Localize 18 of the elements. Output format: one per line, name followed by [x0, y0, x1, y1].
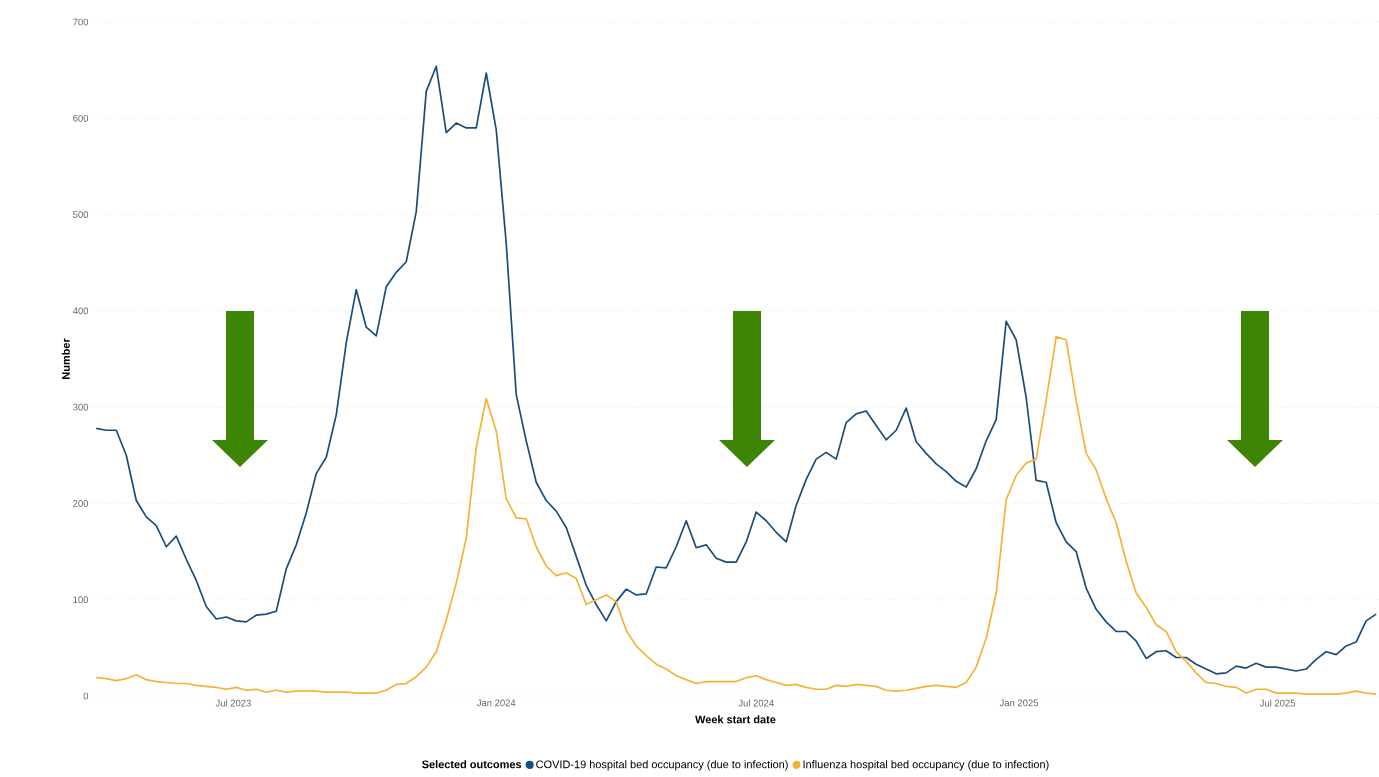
- legend-title: Selected outcomes: [422, 760, 522, 769]
- y-tick-label: 200: [73, 500, 89, 507]
- legend-label: COVID-19 hospital bed occupancy (due to infection): [536, 760, 788, 771]
- y-tick-label: 500: [73, 211, 89, 218]
- x-axis-title: Week start date: [695, 715, 776, 724]
- y-tick-label: 300: [73, 403, 89, 411]
- x-tick-label: Jan 2024: [476, 699, 516, 707]
- legend-label: Influenza hospital bed occupancy (due to infection): [803, 760, 1049, 771]
- y-tick-label: 700: [73, 18, 89, 26]
- x-tick-label: Jul 2024: [738, 699, 774, 707]
- y-tick-label: 0: [83, 692, 89, 700]
- y-tick-label: 400: [72, 307, 89, 315]
- y-tick-label: 100: [73, 596, 89, 604]
- y-tick-label: 600: [73, 114, 89, 122]
- x-tick-label: Jan 2025: [999, 699, 1039, 707]
- x-tick-label: Jul 2023: [215, 699, 251, 707]
- y-axis-title: Number: [61, 338, 70, 379]
- x-tick-label: Jul 2025: [1259, 699, 1296, 707]
